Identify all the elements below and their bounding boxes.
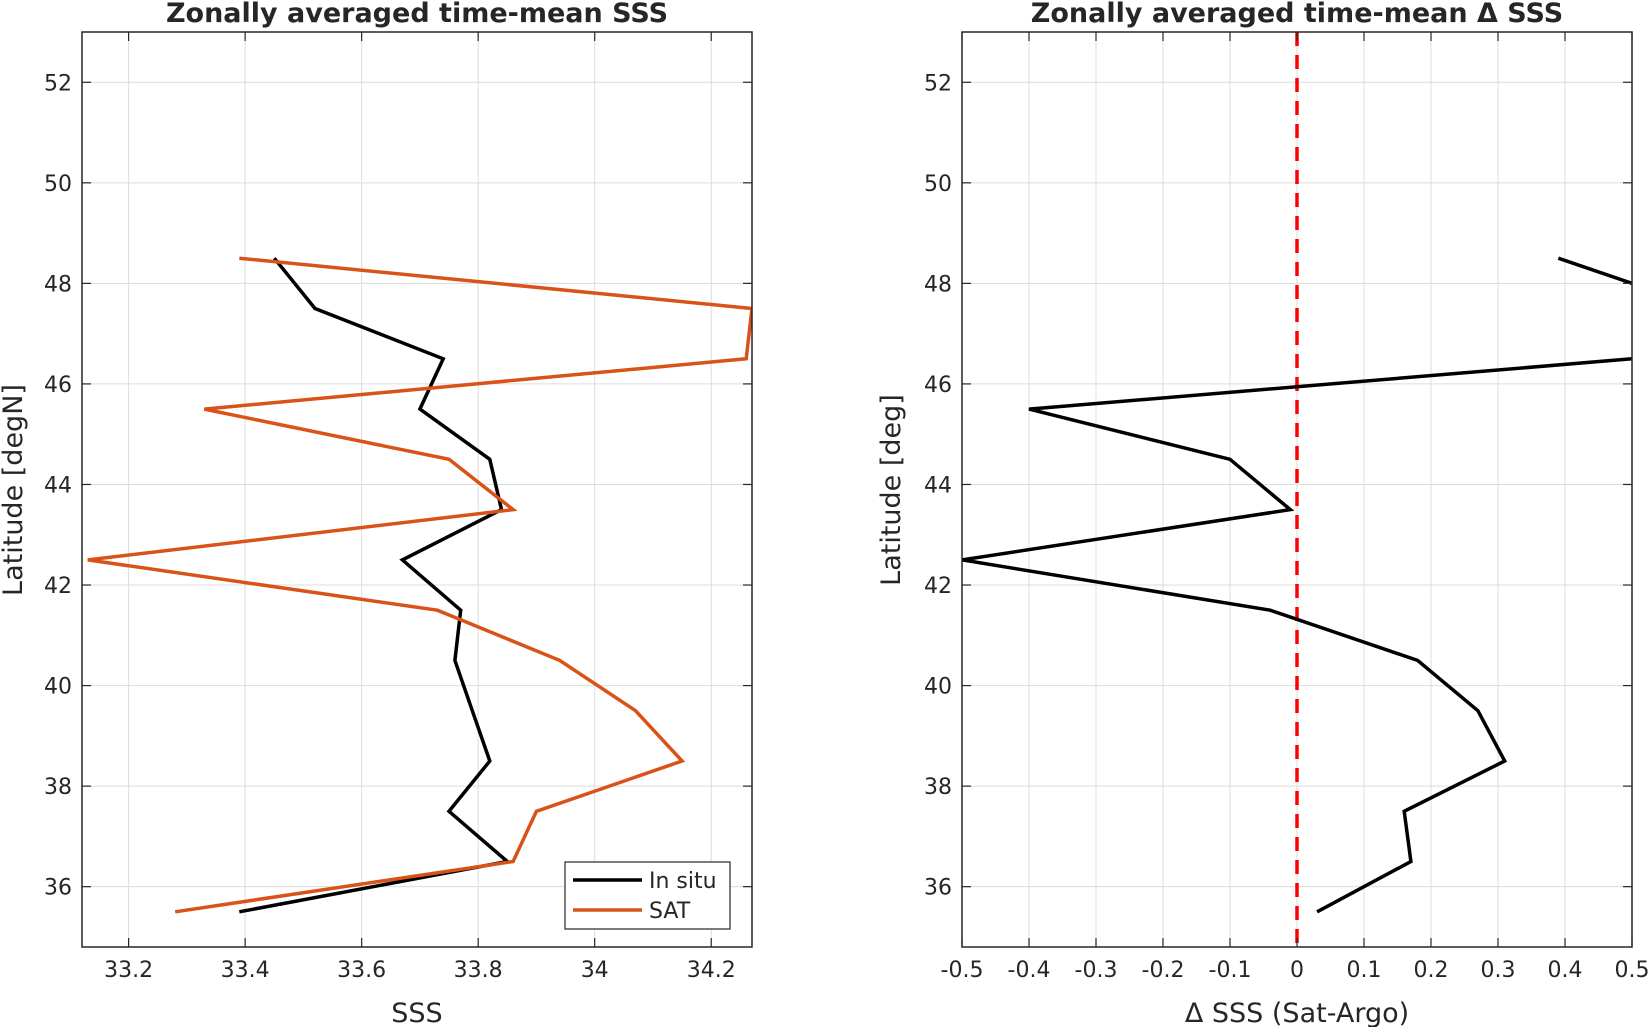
y-tick-label: 52 — [44, 71, 72, 96]
axis-ticks: 33.2 33.4 33.6 33.8 34 34.2 36 38 40 42 44 46 48 50 52 — [44, 32, 752, 983]
x-tick-label: -0.1 — [1209, 958, 1252, 983]
y-tick-label: 38 — [924, 775, 952, 800]
x-tick-label: 0.3 — [1481, 958, 1516, 983]
y-tick-label: 40 — [924, 675, 952, 700]
y-tick-label: 52 — [924, 71, 952, 96]
y-tick-label: 48 — [924, 272, 952, 297]
x-tick-label: 33.6 — [337, 958, 386, 983]
y-tick-label: 44 — [924, 473, 952, 498]
x-tick-label: 33.2 — [104, 958, 153, 983]
y-tick-label: 50 — [924, 172, 952, 197]
x-tick-label: 34.2 — [687, 958, 736, 983]
grid-lines — [82, 32, 752, 947]
y-tick-label: 46 — [44, 373, 72, 398]
x-axis-label: Δ SSS (Sat-Argo) — [1185, 998, 1409, 1027]
legend-box — [564, 861, 731, 930]
y-tick-label: 46 — [924, 373, 952, 398]
x-tick-label: 34 — [581, 958, 609, 983]
series-lines — [962, 32, 1632, 947]
chart-title: Zonally averaged time-mean Δ SSS — [1031, 0, 1563, 29]
y-tick-label: 40 — [44, 675, 72, 700]
x-tick-label: 33.8 — [454, 958, 503, 983]
x-tick-label: 0 — [1290, 958, 1304, 983]
y-tick-label: 48 — [44, 272, 72, 297]
x-tick-label: -0.5 — [941, 958, 984, 983]
x-tick-label: 0.2 — [1414, 958, 1449, 983]
x-tick-label: 0.4 — [1548, 958, 1583, 983]
delta-sss-panel: -0.5 -0.4 -0.3 -0.2 -0.1 0 0.1 0.2 0.3 0.4 0.5 36 38… — [876, 0, 1650, 1027]
x-tick-label: -0.4 — [1008, 958, 1051, 983]
x-tick-label: 0.1 — [1347, 958, 1382, 983]
x-tick-label: 0.5 — [1615, 958, 1650, 983]
series-line-1 — [962, 357, 1632, 914]
legend-label-sat: SAT — [649, 899, 691, 924]
series-line-in-situ — [238, 257, 512, 914]
y-tick-label: 44 — [44, 473, 72, 498]
y-tick-label: 36 — [924, 876, 952, 901]
y-axis-label: Latitude [deg] — [876, 394, 907, 586]
x-tick-label: 33.4 — [221, 958, 270, 983]
series-line-sat — [87, 256, 752, 914]
y-tick-label: 50 — [44, 172, 72, 197]
x-tick-label: -0.2 — [1142, 958, 1185, 983]
legend: In situ SAT — [564, 861, 731, 930]
legend-label-in-situ: In situ — [649, 869, 717, 894]
y-tick-label: 42 — [924, 574, 952, 599]
y-axis-label: Latitude [degN] — [0, 384, 29, 596]
chart-title: Zonally averaged time-mean SSS — [166, 0, 668, 29]
y-tick-label: 42 — [44, 574, 72, 599]
series-line-2 — [1557, 256, 1632, 286]
axis-ticks: -0.5 -0.4 -0.3 -0.2 -0.1 0 0.1 0.2 0.3 0.4 0.5 36 38… — [924, 32, 1650, 983]
axes-box — [81, 31, 753, 948]
y-tick-label: 36 — [44, 876, 72, 901]
x-tick-label: -0.3 — [1075, 958, 1118, 983]
y-tick-label: 38 — [44, 775, 72, 800]
sss-panel: 33.2 33.4 33.6 33.8 34 34.2 36 38 40 42 44 46 48 50 52… — [0, 0, 753, 1027]
x-axis-label: SSS — [391, 998, 442, 1027]
plot-area — [82, 32, 752, 947]
series-lines — [87, 256, 752, 914]
